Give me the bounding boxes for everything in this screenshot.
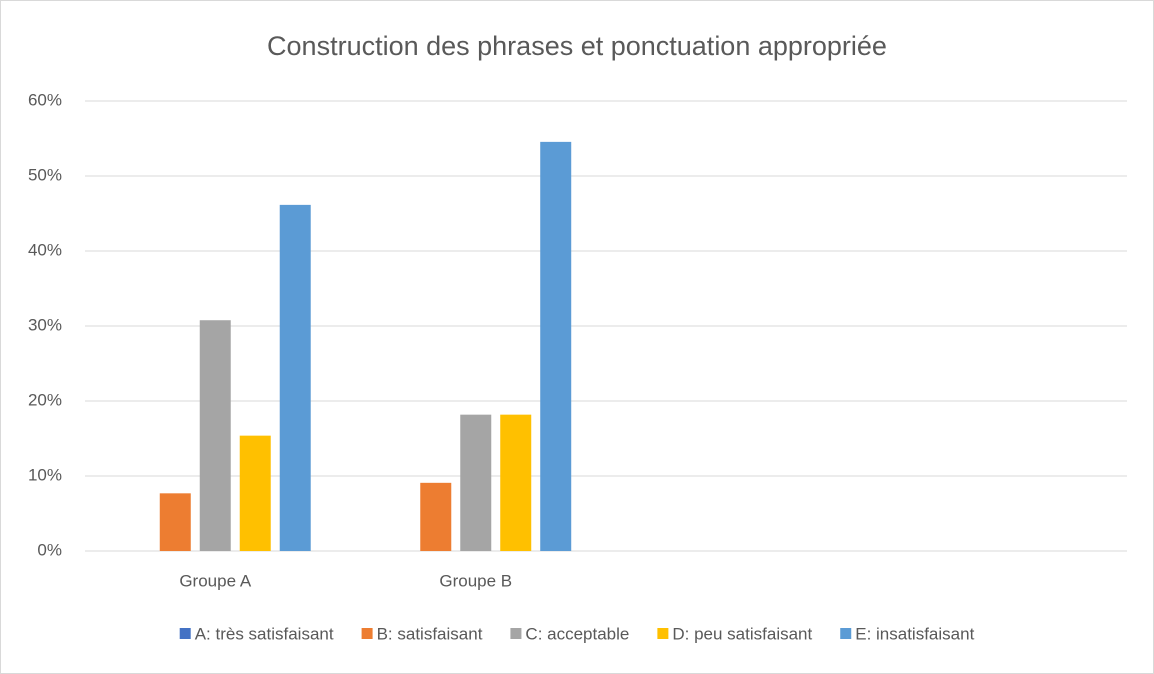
- chart-title: Construction des phrases et ponctuation …: [267, 31, 887, 61]
- bar: [279, 204, 311, 551]
- bar: [159, 493, 191, 551]
- legend-label: C: acceptable: [525, 624, 629, 643]
- bar: [460, 414, 492, 551]
- y-tick-label: 30%: [28, 315, 62, 334]
- y-tick-label: 0%: [37, 540, 62, 559]
- legend-label: D: peu satisfaisant: [672, 624, 812, 643]
- bar: [420, 482, 452, 551]
- bar: [540, 141, 572, 551]
- legend-swatch: [179, 628, 191, 639]
- x-tick-label: Groupe B: [439, 571, 512, 590]
- legend-label: B: satisfaisant: [377, 624, 483, 643]
- legend-swatch: [657, 628, 669, 639]
- bar: [500, 414, 532, 551]
- y-tick-label: 20%: [28, 390, 62, 409]
- legend-swatch: [510, 628, 522, 639]
- x-tick-label: Groupe A: [179, 571, 251, 590]
- legend-swatch: [361, 628, 373, 639]
- y-tick-label: 50%: [28, 165, 62, 184]
- y-tick-label: 40%: [28, 240, 62, 259]
- legend-swatch: [840, 628, 852, 639]
- y-tick-label: 10%: [28, 465, 62, 484]
- legend-label: E: insatisfaisant: [855, 624, 974, 643]
- y-tick-label: 60%: [28, 90, 62, 109]
- bar: [239, 435, 271, 551]
- bar: [199, 320, 231, 551]
- legend-label: A: très satisfaisant: [195, 624, 334, 643]
